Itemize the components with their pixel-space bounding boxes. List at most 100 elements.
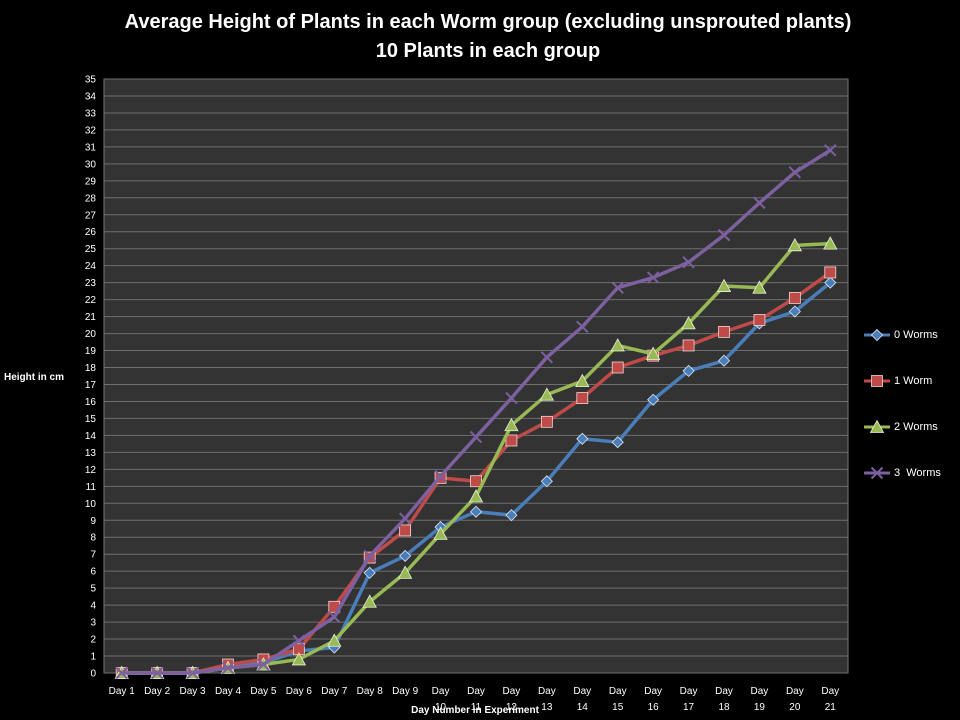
legend-item-1-worm: 1 Worm: [862, 374, 960, 388]
y-tick-label-20: 20: [85, 329, 97, 340]
point-2-6: [291, 652, 307, 666]
x-tick-label-4: Day 4: [215, 686, 242, 697]
y-tick-label-31: 31: [85, 142, 97, 153]
point-3-14: [576, 320, 589, 333]
point-0-8: [363, 566, 376, 579]
point-3-15: [611, 281, 624, 294]
point-0-11: [469, 505, 483, 518]
y-tick-label-32: 32: [85, 125, 97, 136]
x-tick-label-14: Day 14: [573, 686, 591, 713]
x-tick-label-7: Day 7: [321, 686, 348, 697]
point-0-15: [611, 436, 624, 449]
point-3-16: [646, 271, 660, 284]
y-tick-label-23: 23: [85, 278, 97, 289]
series-group: [114, 144, 838, 680]
x-tick-label-20: Day 20: [786, 686, 804, 713]
y-tick-label-25: 25: [85, 244, 97, 255]
y-tick-label-29: 29: [85, 176, 97, 187]
point-3-21: [824, 144, 837, 157]
point-2-21: [823, 236, 838, 250]
point-1-20: [788, 292, 801, 304]
y-tick-label-26: 26: [85, 227, 97, 238]
x-tick-label-13: Day 13: [538, 686, 556, 713]
point-1-19: [753, 314, 766, 326]
point-2-11: [468, 489, 484, 503]
y-tick-label-15: 15: [85, 414, 97, 425]
point-2-13: [539, 387, 555, 401]
y-tick-label-4: 4: [90, 601, 96, 612]
point-3-13: [540, 351, 554, 364]
y-tick-label-34: 34: [85, 91, 97, 102]
point-1-14: [576, 392, 589, 404]
y-tick-label-10: 10: [85, 499, 97, 510]
point-0-13: [540, 475, 553, 488]
point-3-12: [505, 391, 518, 405]
title-line: Average Height of Plants in each Worm gr…: [124, 11, 852, 33]
point-3-19: [753, 196, 766, 210]
point-2-18: [716, 278, 732, 292]
point-3-9: [398, 512, 412, 525]
y-tick-label-5: 5: [90, 584, 96, 595]
y-tick-label-1: 1: [90, 652, 96, 663]
legend-marker-1: [871, 375, 883, 387]
point-1-11: [470, 475, 482, 488]
point-3-8: [363, 549, 376, 563]
chart-title: Average Height of Plants in each Worm gr…: [0, 8, 960, 66]
x-tick-label-8: Day 8: [357, 686, 384, 697]
point-3-1: [115, 666, 128, 680]
legend-item-2-worms: 2 Worms: [862, 420, 960, 434]
y-tick-label-30: 30: [85, 159, 97, 170]
point-3-10: [434, 469, 447, 483]
point-2-17: [681, 316, 696, 330]
point-1-9: [399, 524, 412, 537]
point-0-18: [717, 354, 731, 367]
x-tick-label-19: Day 19: [751, 686, 769, 713]
point-0-21: [824, 276, 837, 289]
point-1-12: [505, 434, 518, 447]
legend-swatch-3-worms: [864, 466, 890, 480]
point-1-13: [540, 415, 553, 428]
x-tick-label-6: Day 6: [286, 686, 313, 697]
y-tick-label-19: 19: [85, 346, 97, 357]
point-3-20: [788, 166, 802, 179]
legend-swatch-1-worm: [864, 375, 890, 387]
legend-swatch-2-worms: [864, 420, 890, 433]
point-3-3: [186, 666, 199, 680]
y-tick-label-0: 0: [90, 669, 96, 680]
legend-label-3-worms: 3 Worms: [894, 467, 941, 479]
gridlines: [104, 78, 848, 674]
y-tick-label-8: 8: [90, 533, 96, 544]
x-tick-label-11: Day 11: [467, 686, 485, 713]
x-tick-label-3: Day 3: [180, 686, 207, 697]
legend-marker-2: [869, 420, 885, 433]
legend-label-0-worms: 0 Worms: [894, 329, 938, 341]
y-tick-label-12: 12: [85, 465, 97, 476]
y-tick-label-2: 2: [90, 635, 96, 646]
legend-label-1-worm: 1 Worm: [894, 375, 933, 387]
x-tick-label-16: Day 16: [644, 686, 662, 713]
y-axis-label: Height in cm: [4, 372, 65, 383]
x-tick-label-2: Day 2: [144, 686, 171, 697]
x-tick-label-12: Day 12: [503, 686, 521, 713]
y-tick-label-18: 18: [85, 363, 97, 374]
point-1-15: [611, 361, 624, 374]
legend-label-2-worms: 2 Worms: [894, 421, 938, 433]
legend-item-0-worms: 0 Worms: [862, 328, 960, 342]
y-tick-label-7: 7: [90, 550, 96, 561]
point-3-6: [292, 634, 306, 647]
subtitle-line: 10 Plants in each group: [375, 40, 601, 62]
point-2-20: [787, 237, 803, 252]
point-0-16: [647, 393, 660, 406]
plot-area: [103, 78, 849, 674]
y-tick-label-16: 16: [85, 397, 97, 408]
point-2-9: [397, 565, 413, 579]
point-2-14: [575, 373, 590, 387]
x-tick-label-9: Day 9: [392, 686, 419, 697]
point-2-19: [752, 280, 767, 294]
x-tick-label-15: Day 15: [609, 686, 627, 713]
point-0-20: [788, 305, 801, 318]
point-1-21: [824, 266, 837, 279]
point-0-12: [505, 509, 518, 522]
point-0-14: [576, 432, 589, 445]
